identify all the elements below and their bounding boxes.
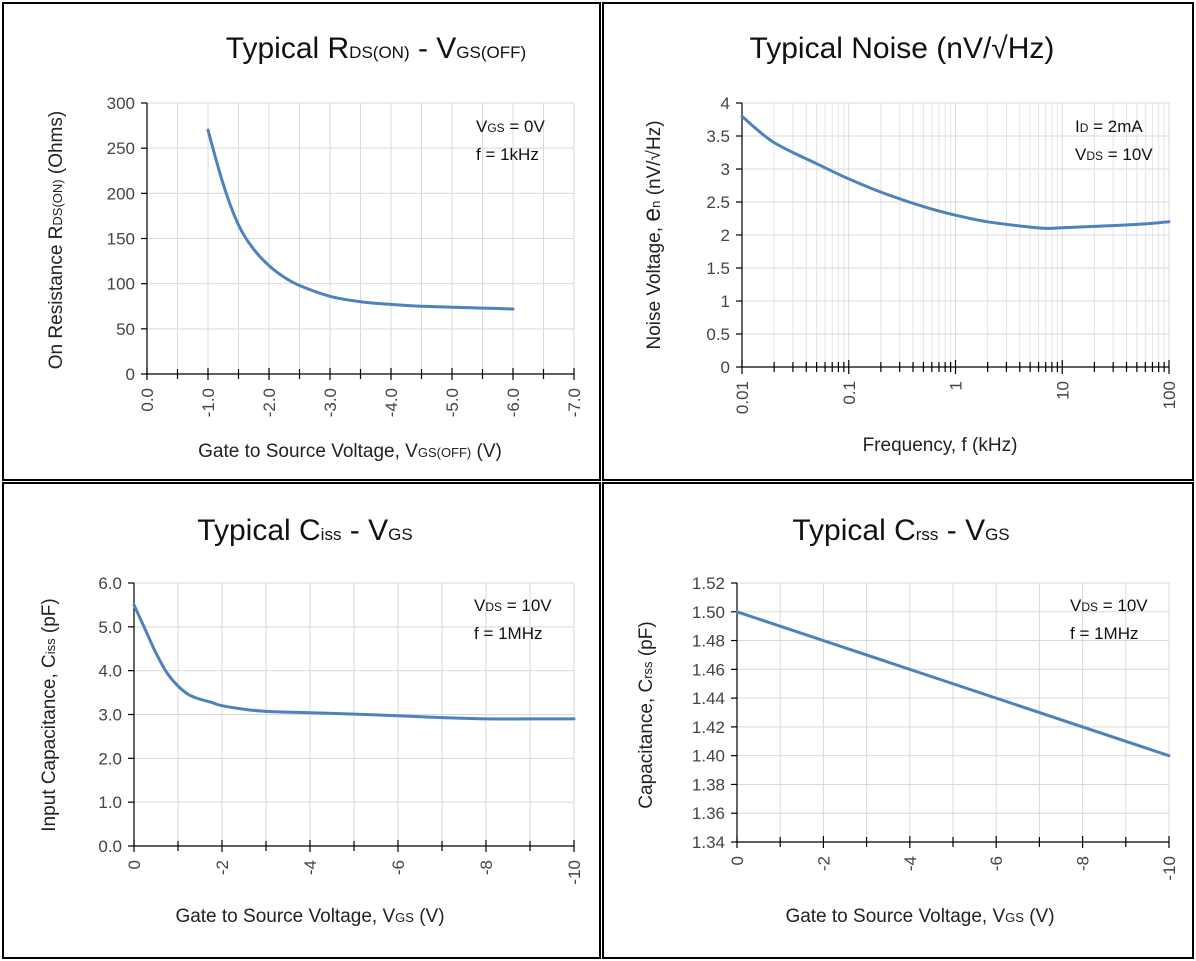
y-tick-label: 100 xyxy=(107,275,135,294)
x-axis-label: Gate to Source Voltage, VGS (V) xyxy=(785,906,1054,927)
series-line xyxy=(740,114,1171,230)
y-tick-label: 1.44 xyxy=(692,689,725,708)
y-axis-label: On Resistance RDS(ON) (Ohms) xyxy=(46,111,67,369)
panel-frame-ciss xyxy=(2,482,601,959)
y-tick-label: 1.50 xyxy=(692,603,725,622)
y-tick-label: 1.48 xyxy=(692,632,725,651)
y-tick-label: 4 xyxy=(721,94,730,113)
x-tick-label: 0 xyxy=(125,860,144,869)
y-tick-label: 0 xyxy=(126,365,135,384)
y-tick-label: 1.5 xyxy=(706,259,730,278)
y-tick-label: 150 xyxy=(107,230,135,249)
condition-note: ID = 2mA xyxy=(1075,117,1143,136)
x-tick-label: 10 xyxy=(1053,381,1072,400)
chart-noise: 0 0.5 1 1.5 2 2.5 3 3.5 4 0.01 0.1 1 10 100 Typical No… xyxy=(638,32,1179,456)
x-tick-label: 100 xyxy=(1160,381,1179,409)
x-tick-label: 1 xyxy=(947,381,966,390)
chart-title: Typical RDS(ON) - VGS(OFF) xyxy=(226,32,526,65)
x-tick-label: -2.0 xyxy=(260,388,279,417)
series-line xyxy=(735,610,1171,758)
y-tick-label: 300 xyxy=(107,94,135,113)
y-tick-label: 2.0 xyxy=(98,749,122,768)
x-tick-label: 0 xyxy=(728,856,747,865)
y-tick-label: 250 xyxy=(107,139,135,158)
chart-title: Typical Crss - VGS xyxy=(792,514,1009,547)
chart-title: Typical Noise (nV/√Hz) xyxy=(750,32,1055,65)
x-axis-label: Gate to Source Voltage, VGS (V) xyxy=(175,906,444,927)
series-line xyxy=(132,603,576,721)
y-axis-label: Capacitance, Crss (pF) xyxy=(636,621,657,808)
y-tick-label: 50 xyxy=(116,320,135,339)
x-tick-label: -4.0 xyxy=(382,388,401,417)
condition-note: VDS = 10V xyxy=(474,596,552,615)
y-tick-label: 1.38 xyxy=(692,775,725,794)
chart-title: Typical Ciss - VGS xyxy=(197,514,412,547)
x-tick-label: 0.01 xyxy=(733,381,752,414)
chart-crss: 1.34 1.36 1.38 1.40 1.42 1.44 1.46 1.48 1.50 1.52… xyxy=(636,514,1179,927)
x-tick-label: 0.0 xyxy=(138,388,157,412)
y-tick-label: 1.36 xyxy=(692,804,725,823)
x-tick-label: -4 xyxy=(901,856,920,871)
y-tick-label: 1.52 xyxy=(692,574,725,593)
x-tick-label: -4 xyxy=(301,860,320,875)
y-tick-label: 200 xyxy=(107,184,135,203)
x-tick-label: -8 xyxy=(1074,856,1093,871)
series-line xyxy=(206,128,515,311)
y-tick-label: 1.42 xyxy=(692,718,725,737)
condition-note: VGS = 0V xyxy=(476,117,546,136)
condition-note: VDS = 10V xyxy=(1075,145,1153,164)
x-tick-label: -8 xyxy=(477,860,496,875)
panel-frame-rds xyxy=(2,2,601,481)
x-tick-label: -6 xyxy=(987,856,1006,871)
y-tick-label: 3.5 xyxy=(706,127,730,146)
condition-note: f = 1MHz xyxy=(474,624,543,643)
y-tick-label: 0 xyxy=(721,358,730,377)
x-tick-label: -10 xyxy=(565,860,584,885)
panel-frame-noise xyxy=(602,2,1194,481)
x-tick-label: -3.0 xyxy=(321,388,340,417)
condition-note: f = 1MHz xyxy=(1070,624,1139,643)
panel-frame-crss xyxy=(602,482,1194,959)
y-tick-label: 1 xyxy=(721,292,730,311)
y-tick-label: 6.0 xyxy=(98,574,122,593)
x-tick-label: -6 xyxy=(389,860,408,875)
y-tick-label: 2.5 xyxy=(706,193,730,212)
y-tick-label: 4.0 xyxy=(98,662,122,681)
x-tick-label: -7.0 xyxy=(565,388,584,417)
condition-note: f = 1kHz xyxy=(476,145,539,164)
y-axis-label: Input Capacitance, Ciss (pF) xyxy=(39,598,60,831)
x-tick-label: 0.1 xyxy=(840,381,859,405)
y-tick-label: 0.5 xyxy=(706,325,730,344)
x-tick-label: -1.0 xyxy=(199,388,218,417)
x-tick-label: -5.0 xyxy=(443,388,462,417)
condition-note: VDS = 10V xyxy=(1070,596,1148,615)
chart-ciss: 0.0 1.0 2.0 3.0 4.0 5.0 6.0 0 -2 -4 -6 -8 -10 Typical… xyxy=(39,514,584,927)
y-tick-label: 3 xyxy=(721,160,730,179)
y-tick-label: 1.0 xyxy=(98,793,122,812)
y-tick-label: 5.0 xyxy=(98,618,122,637)
x-tick-label: -2 xyxy=(814,856,833,871)
y-tick-label: 1.34 xyxy=(692,833,725,852)
x-tick-label: -2 xyxy=(213,860,232,875)
y-tick-label: 0.0 xyxy=(98,837,122,856)
y-axis-label: Noise Voltage, en (nV/√Hz) xyxy=(638,120,666,349)
y-tick-label: 1.46 xyxy=(692,660,725,679)
x-axis-label: Frequency, f (kHz) xyxy=(863,435,1018,456)
y-tick-label: 3.0 xyxy=(98,706,122,725)
y-tick-label: 1.40 xyxy=(692,747,725,766)
x-tick-label: -6.0 xyxy=(504,388,523,417)
x-tick-label: -10 xyxy=(1160,856,1179,881)
chart-rds: 0 50 100 150 200 250 300 0.0 -1.0 -2.0 -3.0 -4.0 -5.… xyxy=(46,32,584,462)
x-axis-label: Gate to Source Voltage, VGS(OFF) (V) xyxy=(198,441,502,462)
y-tick-label: 2 xyxy=(721,226,730,245)
